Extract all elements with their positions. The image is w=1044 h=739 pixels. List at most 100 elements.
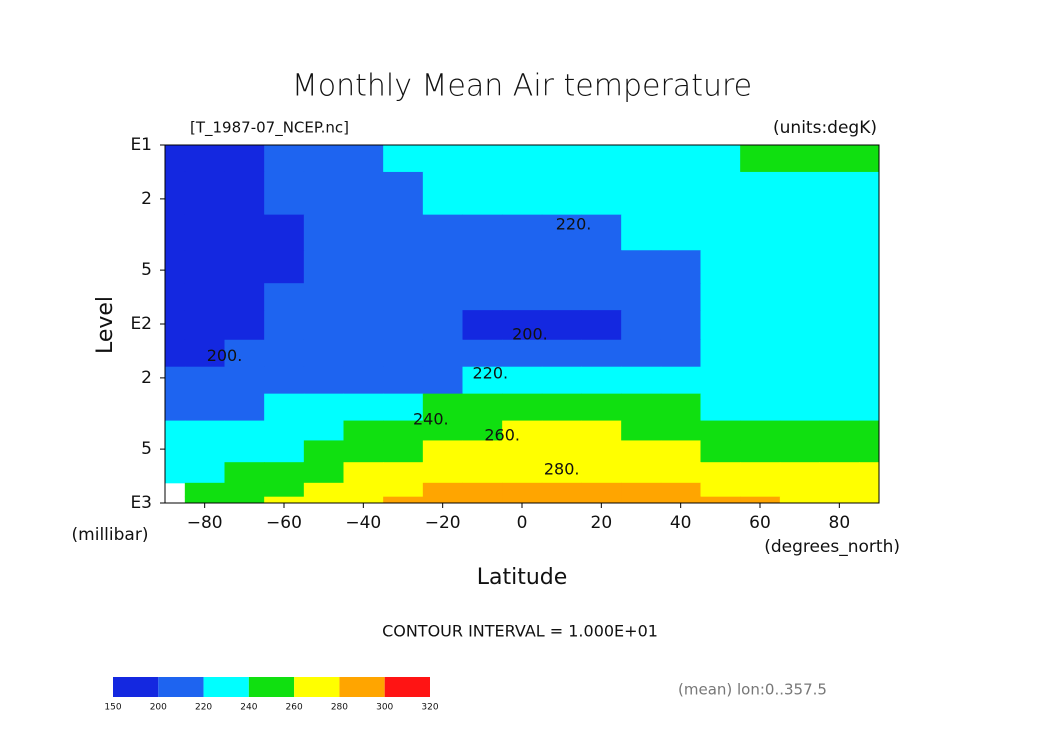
cell [541, 339, 582, 368]
cell [581, 283, 622, 311]
cell [184, 440, 225, 463]
cell [740, 339, 781, 368]
cell [740, 250, 781, 284]
cell [184, 310, 225, 341]
cell [581, 250, 622, 284]
cell [303, 339, 344, 368]
cell [660, 462, 701, 484]
cell [343, 393, 384, 422]
cell [581, 310, 622, 341]
cell [660, 310, 701, 341]
cell [343, 214, 384, 251]
cell [859, 283, 880, 311]
x-tick-label: −60 [266, 513, 302, 533]
cell [422, 496, 463, 504]
cell [343, 440, 384, 463]
cell [343, 496, 384, 504]
cell [422, 145, 463, 173]
cell [303, 462, 344, 484]
colorbar-label: 240 [240, 703, 257, 713]
cell [819, 310, 860, 341]
cell [700, 145, 741, 173]
cell [740, 393, 781, 422]
cell [660, 214, 701, 251]
cell [184, 482, 225, 498]
cell [700, 440, 741, 463]
y-tick-label: E2 [130, 314, 152, 334]
cell [859, 171, 880, 216]
y-tick-label: 5 [141, 439, 152, 459]
cell [779, 339, 820, 368]
footnote: (mean) lon:0..357.5 [678, 681, 827, 699]
cell [700, 250, 741, 284]
cell [779, 283, 820, 311]
cell [422, 462, 463, 484]
cell [541, 366, 582, 395]
colorbar-swatch [158, 677, 204, 697]
cell [343, 339, 384, 368]
x-tick-label: 60 [749, 513, 771, 533]
cell [502, 462, 543, 484]
cell [224, 171, 265, 216]
cell [422, 420, 463, 441]
cell [859, 145, 880, 173]
cell [165, 462, 186, 484]
cell [422, 440, 463, 463]
cell [184, 462, 225, 484]
contour-label: 240. [413, 410, 449, 429]
cell [303, 145, 344, 173]
cell [383, 214, 424, 251]
cell [383, 440, 424, 463]
cell [383, 250, 424, 284]
cell [819, 366, 860, 395]
cell [621, 393, 662, 422]
cell [264, 310, 305, 341]
cell [779, 310, 820, 341]
cell [502, 214, 543, 251]
cell [383, 496, 424, 504]
cell [621, 462, 662, 484]
cell [660, 440, 701, 463]
cell [621, 171, 662, 216]
cell [264, 339, 305, 368]
cell [779, 366, 820, 395]
cell [581, 496, 622, 504]
cell [165, 145, 186, 173]
cell [462, 420, 503, 441]
cell [859, 393, 880, 422]
y-tick-label: E3 [130, 493, 152, 513]
cell [660, 283, 701, 311]
cell [859, 440, 880, 463]
cell [859, 496, 880, 504]
units-label: (units:degK) [773, 118, 877, 138]
cell [165, 283, 186, 311]
cell [819, 393, 860, 422]
cell [383, 339, 424, 368]
cell [740, 366, 781, 395]
cell [740, 496, 781, 504]
x-tick-label: 0 [517, 513, 528, 533]
cell [621, 420, 662, 441]
cell [184, 250, 225, 284]
cell [303, 366, 344, 395]
cell [859, 482, 880, 498]
y-tick-label: 2 [141, 189, 152, 209]
cell [581, 366, 622, 395]
cell [383, 482, 424, 498]
cell [621, 283, 662, 311]
cell [621, 214, 662, 251]
cell [740, 440, 781, 463]
cell [660, 420, 701, 441]
cell [462, 440, 503, 463]
cell [224, 339, 265, 368]
cell [660, 496, 701, 504]
cell [779, 420, 820, 441]
cell [660, 250, 701, 284]
cell [462, 214, 503, 251]
cell [422, 482, 463, 498]
cell [224, 310, 265, 341]
cell [462, 462, 503, 484]
cell [581, 393, 622, 422]
cell [422, 283, 463, 311]
